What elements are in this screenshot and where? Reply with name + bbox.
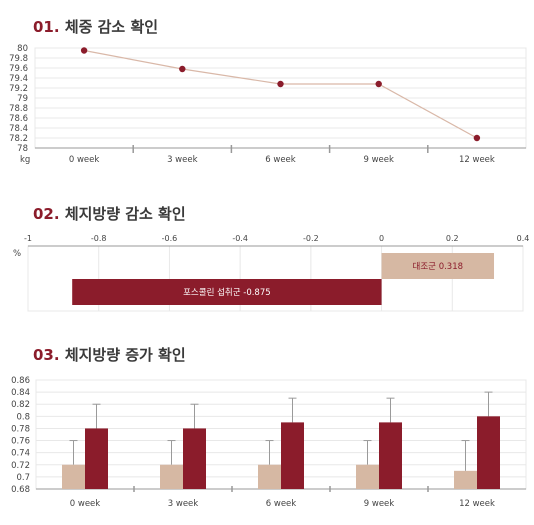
y-tick-label: 79.2 <box>9 84 28 94</box>
bar <box>62 464 85 489</box>
data-point <box>473 134 481 142</box>
y-tick-label: 78.4 <box>9 124 28 134</box>
x-tick-label: 0.4 <box>517 234 530 243</box>
data-point <box>277 80 284 88</box>
y-tick-label: 0.78 <box>11 424 30 434</box>
y-tick-label: 79.4 <box>9 74 28 84</box>
bar <box>281 422 304 489</box>
section-1-number: 01. <box>33 18 60 36</box>
y-tick-label: 0.74 <box>11 449 30 459</box>
bar <box>477 416 500 489</box>
y-tick-label: 78.6 <box>9 114 28 124</box>
section-1-title: 01. 체중 감소 확인 <box>33 16 158 37</box>
section-3-text: 체지방량 증가 확인 <box>64 346 186 364</box>
section-3-title: 03. 체지방량 증가 확인 <box>33 344 186 365</box>
x-tick-label: -1 <box>24 234 32 243</box>
bar <box>183 428 206 489</box>
x-tick-label: 0 <box>379 234 384 243</box>
y-tick-label: 0.68 <box>11 485 30 495</box>
y-tick-label: 0.76 <box>11 437 30 447</box>
y-tick-label: 0.86 <box>11 376 30 386</box>
data-point <box>179 65 186 73</box>
section-1-text: 체중 감소 확인 <box>64 18 159 36</box>
x-tick-label: 9 week <box>363 155 394 165</box>
x-tick-label: -0.2 <box>303 234 319 243</box>
y-unit-label: kg <box>20 155 30 165</box>
x-tick-label: 6 week <box>265 155 296 165</box>
bar <box>379 422 402 489</box>
y-tick-label: 78.2 <box>9 134 28 144</box>
bar <box>381 253 495 279</box>
x-tick-label: 0.2 <box>446 234 459 243</box>
y-tick-label: 0.84 <box>11 388 30 398</box>
bar <box>160 464 183 489</box>
y-tick-label: 0.8 <box>16 412 30 422</box>
x-tick-label: 0 week <box>69 155 100 165</box>
y-tick-label: 0.82 <box>11 400 30 410</box>
y-tick-label: 78 <box>17 144 28 154</box>
x-tick-label: 3 week <box>167 155 198 165</box>
x-tick-label: -0.4 <box>232 234 248 243</box>
bar <box>258 464 281 489</box>
x-tick-label: 3 week <box>168 499 199 509</box>
y-tick-label: 0.7 <box>16 473 30 483</box>
bar <box>454 470 477 489</box>
y-tick-label: 78.8 <box>9 104 28 114</box>
bar <box>85 428 108 489</box>
x-tick-label: -0.8 <box>91 234 107 243</box>
bar <box>72 279 382 305</box>
y-tick-label: 79 <box>17 94 28 104</box>
bar <box>356 464 379 489</box>
unit-label: % <box>13 249 21 259</box>
data-point <box>80 47 88 54</box>
x-tick-label: 0 week <box>70 499 101 509</box>
x-tick-label: -0.6 <box>162 234 178 243</box>
x-tick-label: 12 week <box>459 155 495 165</box>
y-tick-label: 80 <box>17 44 28 54</box>
y-tick-label: 0.72 <box>11 461 30 471</box>
x-tick-label: 9 week <box>364 499 395 509</box>
section-3-number: 03. <box>33 346 60 364</box>
bar-label: 포스콜린 섭취군 -0.875 <box>183 287 271 298</box>
y-tick-label: 79.8 <box>9 54 28 64</box>
bar-label: 대조군 0.318 <box>413 262 464 272</box>
section-2-number: 02. <box>33 205 60 223</box>
y-tick-label: 79.6 <box>9 64 28 74</box>
section-2-title: 02. 체지방량 감소 확인 <box>33 203 186 224</box>
section-2-text: 체지방량 감소 확인 <box>64 205 186 223</box>
data-point <box>375 80 382 88</box>
x-tick-label: 12 week <box>459 499 495 509</box>
x-tick-label: 6 week <box>266 499 297 509</box>
